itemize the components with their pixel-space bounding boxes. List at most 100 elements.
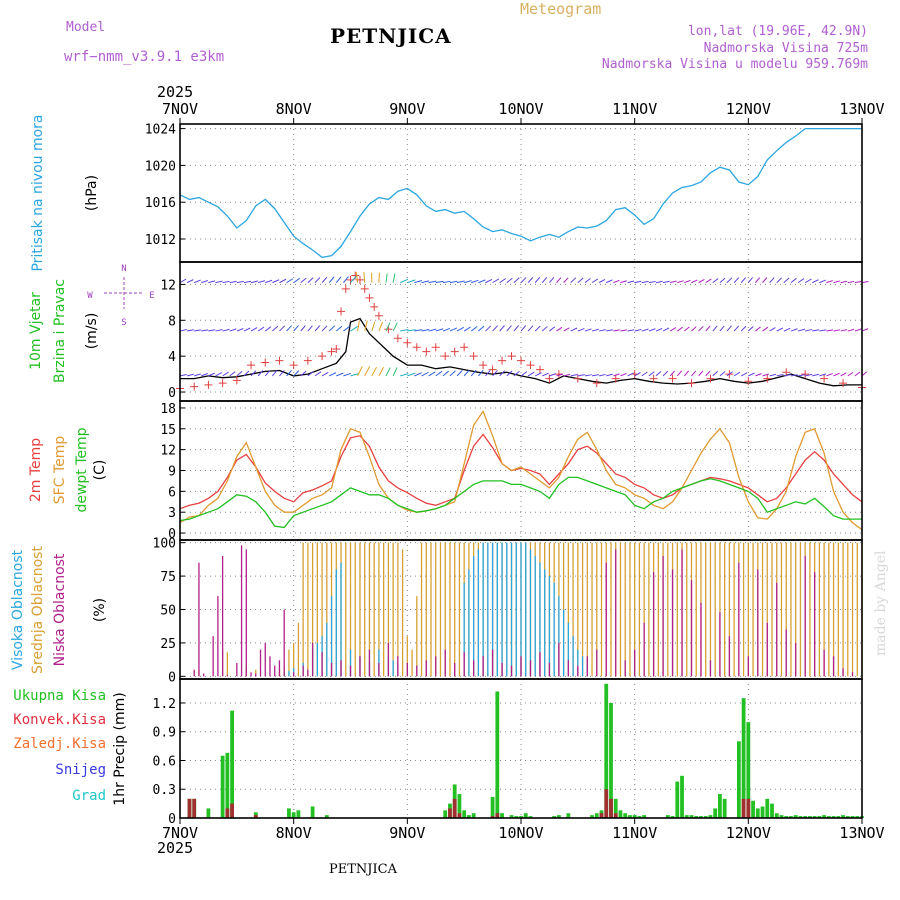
precip-legend-item: Grad	[72, 788, 106, 804]
wind-vector	[378, 366, 385, 377]
precip-series-0-bar	[741, 698, 746, 818]
wind-vector	[641, 280, 649, 284]
compass-north: N	[121, 264, 126, 274]
wind-vector	[812, 373, 820, 377]
wind-vector	[208, 280, 216, 284]
wind-vector	[201, 373, 208, 377]
compass-cross	[104, 277, 144, 309]
wind-vector	[350, 275, 357, 283]
wind-vector	[719, 277, 726, 284]
wind-vector	[229, 328, 237, 332]
model-altitude-text: Nadmorska Visina u modelu 959.769m	[601, 57, 868, 72]
wind-vector	[300, 277, 307, 284]
pressure-ytick-label: 1016	[145, 196, 176, 211]
wind-series-1-marker	[190, 382, 199, 391]
wind-ytick-label: 8	[168, 314, 176, 329]
temperature-ytick-label: 12	[160, 444, 176, 459]
wind-vector	[577, 374, 585, 377]
wind-vector	[648, 328, 656, 332]
wind-vector	[691, 370, 697, 377]
wind-vector	[840, 372, 847, 377]
cloud-low-title: Niska Oblacnost	[52, 553, 68, 666]
precip-series-0-bar	[509, 815, 514, 818]
precip-series-1-bar	[741, 798, 746, 818]
wind-vector	[215, 329, 223, 332]
wind-series-1-marker	[360, 284, 369, 293]
wind-vector	[847, 371, 854, 377]
precip-series-0-bar	[291, 812, 296, 818]
wind-vector	[726, 277, 733, 283]
wind-series-1-marker	[488, 365, 497, 374]
wind-vector	[776, 374, 784, 377]
wind-vector	[740, 277, 747, 283]
wind-vector	[627, 329, 635, 332]
precip-series-0-bar	[684, 815, 689, 818]
wind-vector	[215, 280, 223, 284]
precip-series-0-bar	[590, 815, 594, 818]
wind-vector	[861, 371, 868, 377]
wind-series-1-marker	[460, 343, 469, 352]
x-tick-label-bottom: 13NOV	[839, 824, 884, 842]
pressure-series-0-line	[179, 127, 862, 259]
wind-axis-title: 10m Vjetar	[28, 292, 44, 370]
wind-vector	[208, 329, 216, 332]
temperature-ytick-label: 0	[168, 527, 176, 542]
precip-series-0-bar	[826, 816, 831, 818]
wind-series-1-marker	[370, 302, 379, 311]
wind-vector	[485, 278, 493, 284]
wind-vector	[705, 278, 712, 284]
wind-vector	[357, 320, 360, 332]
precip-series-1-bar	[746, 798, 751, 818]
x-tick-label-top: 8NOV	[276, 100, 312, 118]
wind-vector	[271, 369, 278, 377]
wind-vector	[790, 374, 798, 377]
precip-series-0-bar	[220, 755, 225, 818]
wind-vector	[215, 372, 222, 377]
wind-series-1-marker	[820, 374, 829, 383]
wind-vector	[733, 277, 740, 283]
wind-vector	[250, 327, 258, 332]
precip-series-0-bar	[736, 741, 741, 818]
precip-series-0-bar	[755, 808, 760, 818]
wind-vector	[613, 279, 620, 284]
wind-vector	[726, 325, 732, 332]
wind-vector	[641, 328, 649, 332]
wind-series-1-marker	[687, 379, 696, 388]
wind-vector	[499, 370, 506, 377]
wind-vector	[520, 277, 527, 283]
x-tick-label-bottom: 8NOV	[276, 824, 312, 842]
wind-vector	[684, 370, 689, 377]
pressure-ytick-label: 1012	[145, 233, 176, 248]
wind-vector	[321, 371, 329, 377]
wind-vector	[392, 273, 396, 283]
precip-series-0-bar	[514, 816, 519, 818]
wind-vector	[314, 325, 321, 332]
wind-series-1-marker	[535, 365, 544, 374]
wind-series-1-marker	[839, 379, 848, 388]
wind-vector	[222, 328, 230, 332]
wind-vector	[712, 370, 718, 377]
wind-vector	[563, 373, 571, 377]
wind-vector	[584, 278, 591, 284]
precip-series-0-bar	[594, 813, 599, 818]
wind-vector	[300, 325, 306, 332]
wind-vector	[478, 279, 486, 284]
precip-series-0-bar	[822, 815, 827, 818]
clouds-ytick-label: 100	[153, 537, 176, 552]
wind-vector	[698, 325, 704, 332]
wind-vector	[520, 371, 528, 377]
precip-series-0-bar	[812, 816, 817, 818]
wind-vector	[300, 370, 307, 377]
precip-series-0-bar	[708, 815, 713, 818]
precip-series-1-bar	[495, 813, 500, 818]
wind-vector	[179, 328, 187, 332]
wind-vector	[350, 325, 359, 332]
wind-series-1-marker	[801, 370, 810, 379]
precip-series-0-bar	[324, 815, 329, 818]
wind-vector	[655, 327, 663, 332]
wind-vector	[442, 280, 451, 284]
precip-series-0-bar	[751, 800, 755, 818]
clouds-ytick-label: 50	[160, 604, 176, 619]
wind-series-1-marker	[479, 361, 488, 370]
